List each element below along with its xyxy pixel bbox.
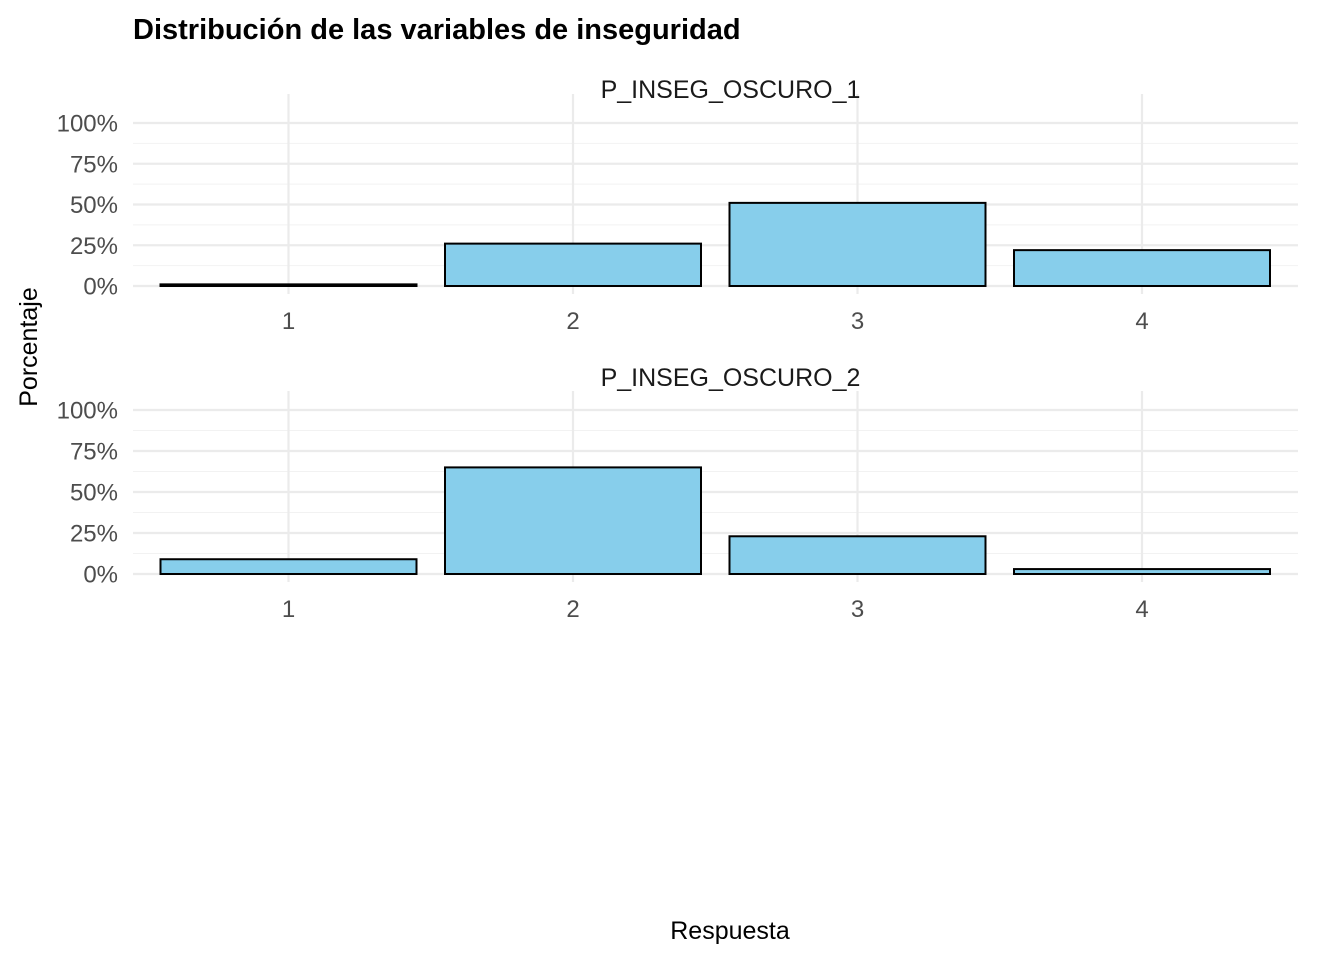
y-tick-label: 100% [57, 111, 118, 138]
y-tick-label: 75% [70, 439, 118, 466]
y-tick-label: 25% [70, 521, 118, 548]
bar-4 [1013, 568, 1271, 576]
y-axis-label: Porcentaje [15, 287, 43, 407]
x-tick-label: 4 [1135, 596, 1148, 623]
x-tick-label: 1 [282, 596, 295, 623]
x-axis-label: Respuesta [670, 917, 790, 945]
y-tick-label: 50% [70, 192, 118, 219]
chart-panels: 0% 25% 50% 75% 100% P_INSEG_OSCURO_1 1 2 3 4 0% 25%… [57, 76, 1298, 623]
y-tick-label: 100% [57, 398, 118, 425]
y-tick-label: 25% [70, 233, 118, 260]
x-tick-label: 2 [566, 308, 579, 335]
bar-2 [444, 466, 702, 575]
x-tick-label: 3 [851, 596, 864, 623]
bar-4 [1013, 249, 1271, 287]
y-tick-label: 0% [83, 274, 118, 301]
facet-panel-2: 0% 25% 50% 75% 100% P_INSEG_OSCURO_2 1 2 3 4 [57, 364, 1298, 623]
bar-1 [159, 283, 418, 287]
facet-strip-label: P_INSEG_OSCURO_1 [601, 76, 861, 104]
chart-title: Distribución de las variables de insegur… [133, 14, 741, 46]
bar-3 [728, 535, 987, 576]
bar-1 [159, 558, 418, 575]
bar-2 [444, 242, 702, 287]
x-tick-label: 3 [851, 308, 864, 335]
y-tick-label: 50% [70, 480, 118, 507]
y-tick-label: 0% [83, 562, 118, 589]
facet-panel-1: 0% 25% 50% 75% 100% P_INSEG_OSCURO_1 1 2 3 4 [57, 76, 1298, 335]
bar-3 [728, 201, 987, 287]
x-tick-label: 1 [282, 308, 295, 335]
facet-strip-label: P_INSEG_OSCURO_2 [601, 364, 861, 392]
y-tick-label: 75% [70, 151, 118, 178]
x-tick-label: 2 [566, 596, 579, 623]
x-tick-label: 4 [1135, 308, 1148, 335]
